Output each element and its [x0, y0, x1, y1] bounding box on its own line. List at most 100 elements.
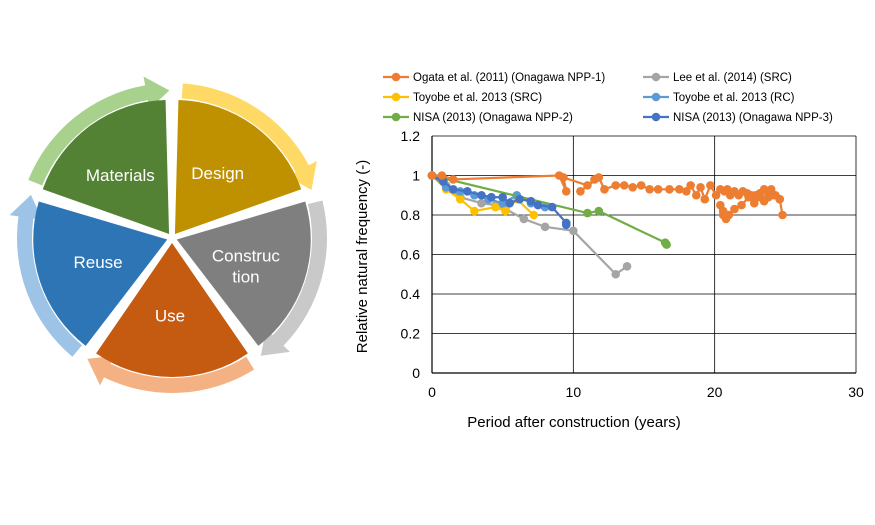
cycle-label-construction-1: Construc [212, 247, 281, 266]
data-point [561, 187, 571, 196]
legend-label: Toyobe et al. 2013 (SRC) [413, 92, 542, 104]
series-nisa-2013-onagawa-npp-2 [427, 171, 671, 249]
data-point [463, 187, 472, 196]
data-point [730, 204, 739, 214]
data-point [600, 185, 609, 194]
data-point [526, 196, 536, 206]
data-point [437, 171, 447, 180]
legend-label: NISA (2013) (Onagawa NPP-2) [413, 112, 573, 124]
data-point [547, 202, 557, 212]
cycle-segment-reuse [33, 201, 168, 346]
data-point [427, 171, 437, 180]
legend-item-lee-et-al-2014-src: Lee et al. (2014) (SRC) [643, 72, 792, 84]
data-point [636, 181, 646, 190]
x-tick-label: 20 [707, 384, 723, 400]
data-point [691, 190, 701, 200]
data-point [448, 185, 458, 194]
chart-legend: Ogata et al. (2011) (Onagawa NPP-1) Lee e… [383, 72, 833, 124]
data-point [477, 198, 486, 208]
data-point [749, 198, 759, 208]
legend-item-toyobe-et-al-2013-src: Toyobe et al. 2013 (SRC) [383, 92, 542, 104]
data-point [498, 198, 507, 208]
data-point [737, 200, 746, 210]
data-point [519, 214, 529, 224]
data-point [611, 181, 621, 190]
data-point [653, 185, 663, 194]
legend-label: Ogata et al. (2011) (Onagawa NPP-1) [413, 72, 605, 84]
data-point [540, 222, 550, 232]
y-tick-label: 0.6 [401, 247, 421, 263]
data-point [645, 185, 654, 194]
y-tick-label: 1 [412, 168, 420, 184]
x-axis-title: Period after construction (years) [467, 414, 680, 431]
legend-item-nisa-2013-onagawa-npp-2: NISA (2013) (Onagawa NPP-2) [383, 112, 573, 124]
data-point [706, 181, 715, 190]
cycle-label-materials: Materials [86, 166, 155, 185]
plot-area: 0 0.2 0.4 0.6 0.8 1 1.2 0 10 20 30 Period after con… [354, 128, 864, 431]
cycle-label-design: Design [191, 164, 244, 183]
data-point [622, 262, 632, 271]
data-point [662, 240, 671, 249]
cycle-arrow-construction [260, 200, 327, 356]
data-point [487, 192, 496, 202]
data-point [696, 183, 705, 192]
data-point [759, 185, 769, 194]
data-point [448, 175, 458, 184]
frequency-chart: Ogata et al. (2011) (Onagawa NPP-1) Lee e… [354, 72, 864, 431]
y-tick-label: 0.2 [401, 326, 421, 342]
data-point [611, 269, 621, 279]
data-point [700, 194, 710, 204]
cycle-segment-materials [42, 100, 170, 234]
cycle-label-reuse: Reuse [74, 253, 123, 272]
data-point [778, 210, 787, 220]
legend-marker [391, 72, 401, 82]
data-point [559, 173, 568, 182]
cycle-label-use: Use [155, 307, 185, 326]
cycle-arrow-reuse [9, 194, 83, 357]
x-tick-label: 10 [566, 384, 582, 400]
data-point [576, 187, 585, 196]
y-tick-label: 0.8 [401, 207, 421, 223]
data-point [455, 194, 465, 204]
legend-marker [651, 72, 661, 82]
data-point [498, 192, 507, 202]
legend-marker [651, 112, 661, 122]
y-tick-label: 1.2 [401, 128, 421, 144]
data-point [533, 200, 543, 210]
legend-marker [391, 92, 401, 102]
data-point [711, 190, 721, 200]
cycle-arrow-use [87, 355, 255, 393]
data-point [744, 192, 753, 202]
cycle-segment-construction [176, 201, 311, 346]
data-point [529, 210, 539, 220]
life-cycle-diagram: Materials Design Construc tion Use Reuse [9, 76, 327, 393]
data-point [569, 226, 578, 236]
data-point [583, 208, 592, 218]
legend-item-ogata-et-al-2011-onagawa-npp-1: Ogata et al. (2011) (Onagawa NPP-1) [383, 72, 605, 84]
data-point [470, 206, 479, 216]
series-ogata-et-al-2011-onagawa-npp-1 [427, 171, 787, 224]
data-point [561, 220, 571, 230]
y-tick-label: 0.4 [401, 286, 421, 302]
data-point [491, 202, 500, 212]
data-point [501, 206, 510, 216]
data-point [583, 181, 592, 190]
data-point [675, 185, 684, 194]
data-point [686, 181, 695, 190]
legend-label: Toyobe et al. 2013 (RC) [673, 92, 795, 104]
data-point [594, 206, 604, 216]
cycle-arrow-materials [28, 76, 170, 186]
data-point [505, 198, 515, 208]
cycle-arrow-design [181, 83, 317, 190]
y-tick-label: 0 [412, 365, 420, 381]
legend-item-nisa-2013-onagawa-npp-3: NISA (2013) (Onagawa NPP-3) [643, 112, 833, 124]
x-tick-label: 30 [848, 384, 864, 400]
legend-item-toyobe-et-al-2013-rc: Toyobe et al. 2013 (RC) [643, 92, 795, 104]
data-point [682, 187, 691, 196]
data-point [628, 183, 637, 192]
data-point [477, 190, 486, 200]
legend-marker [391, 112, 401, 122]
y-axis-title: Relative natural frequency (-) [354, 160, 371, 353]
data-point [755, 192, 765, 202]
